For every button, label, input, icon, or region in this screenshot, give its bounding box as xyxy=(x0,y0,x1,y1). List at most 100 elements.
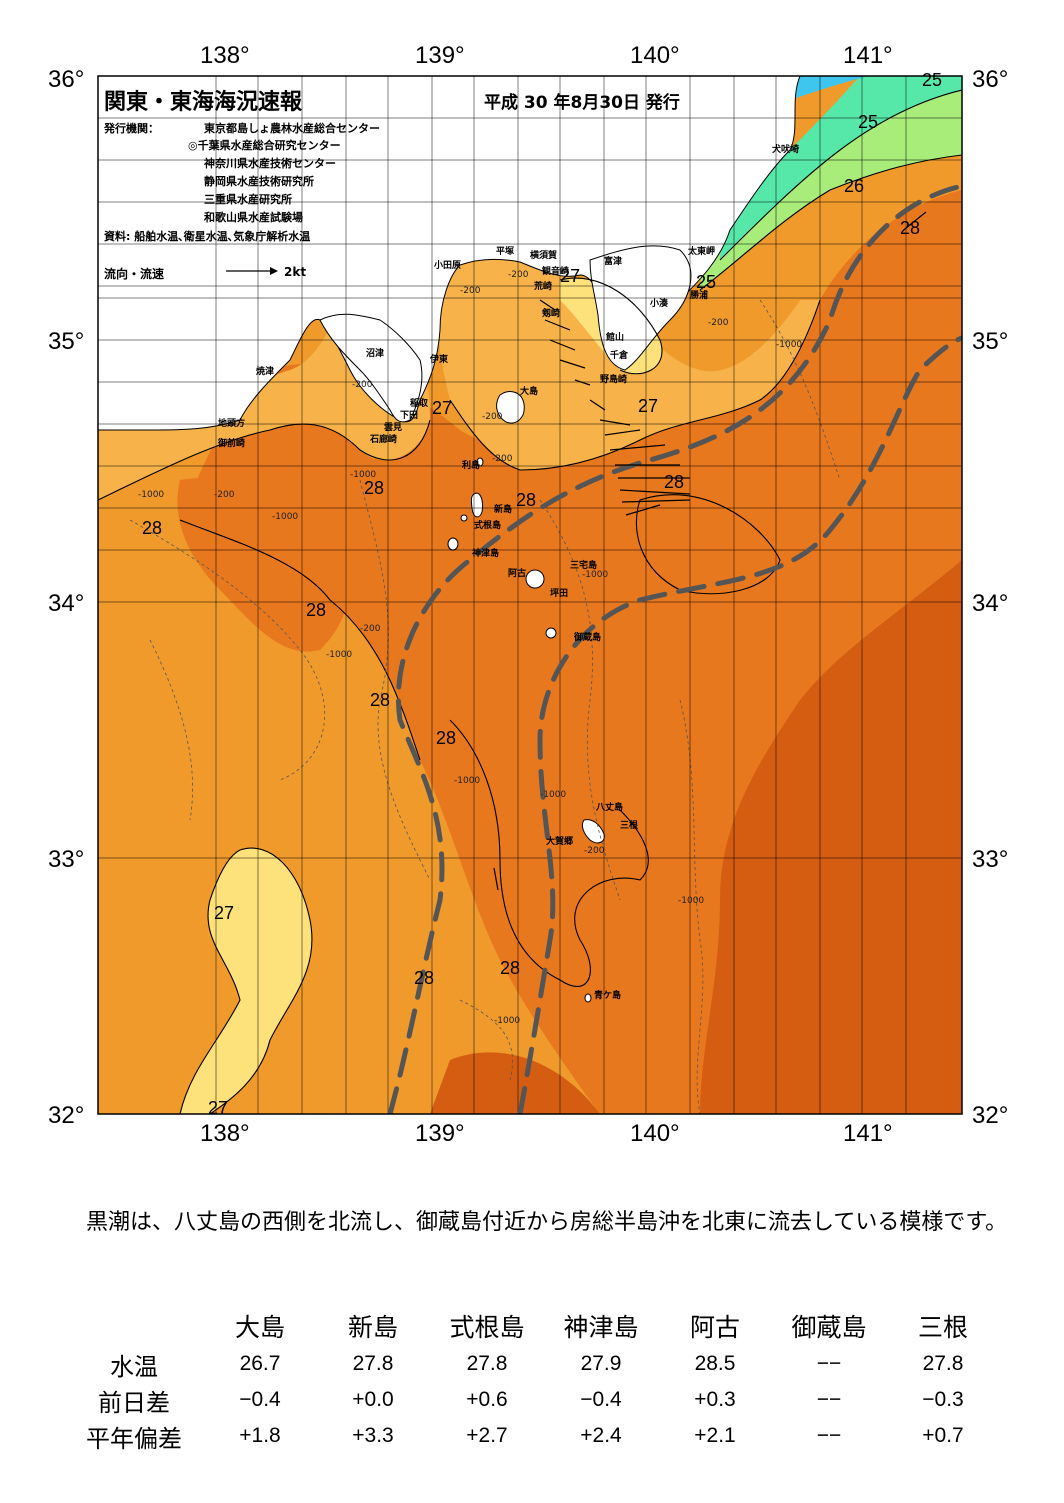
legend-scale: 2kt xyxy=(284,265,307,279)
depth-label: -1000 xyxy=(776,340,803,350)
place-label: 太東岬 xyxy=(688,247,716,257)
place-label: 小湊 xyxy=(650,299,669,309)
depth-label: -1000 xyxy=(350,470,377,480)
place-label: 伊東 xyxy=(430,355,449,365)
place-label: 大賀郷 xyxy=(546,837,574,847)
depth-label: -1000 xyxy=(494,1016,521,1026)
depth-label: -200 xyxy=(508,270,529,280)
bathymetry xyxy=(129,299,841,1114)
table-cell: 27.9 xyxy=(580,1352,622,1375)
place-label: 下田 xyxy=(400,411,419,421)
contour-label: 28 xyxy=(414,968,435,988)
place-label: 石廊崎 xyxy=(370,435,398,445)
temp-zone-25 xyxy=(720,76,962,260)
place-label: 野島崎 xyxy=(600,375,628,385)
legend-arrow-icon xyxy=(226,267,278,275)
column-header: 阿古 xyxy=(689,1313,740,1342)
agency-label: 発行機関： xyxy=(104,122,159,135)
table-cell: −0.3 xyxy=(922,1388,964,1411)
contour-label: 28 xyxy=(500,958,521,978)
place-label: 平塚 xyxy=(496,247,515,257)
contour-label: 27 xyxy=(638,396,659,416)
place-label: 稲取 xyxy=(410,399,429,409)
map-title: 関東・東海海況速報 xyxy=(104,90,303,115)
depth-label: -1000 xyxy=(540,790,567,800)
column-header: 新島 xyxy=(347,1313,398,1342)
column-header: 神津島 xyxy=(563,1313,639,1342)
depth-label: -1000 xyxy=(454,776,481,786)
column-header: 三根 xyxy=(917,1313,968,1342)
lon-label-140-top: 140° xyxy=(630,42,680,69)
place-label: 地頭方 xyxy=(218,419,246,429)
depth-label: -200 xyxy=(352,380,373,390)
contour-label: 28 xyxy=(364,478,385,498)
contour-label: 27 xyxy=(432,398,453,418)
lon-label-138-bottom: 138° xyxy=(200,1120,250,1147)
contour-label: 28 xyxy=(516,490,537,510)
agency-6: 和歌山県水産試験場 xyxy=(204,211,303,224)
lon-label-140-bottom: 140° xyxy=(630,1120,680,1147)
lon-label-139-top: 139° xyxy=(415,42,465,69)
place-label: 三宅島 xyxy=(570,561,598,571)
row-header: 前日差 xyxy=(98,1388,170,1417)
island-oshima xyxy=(496,391,525,424)
table-row: 平年偏差 +1.8 +3.3 +2.7 +2.4 +2.1 −− +0.7 xyxy=(64,1418,1000,1454)
place-label: 勝浦 xyxy=(690,291,709,301)
place-label: 富津 xyxy=(604,257,623,267)
table-cell: −0.4 xyxy=(239,1388,281,1411)
lat-label-32-left: 32° xyxy=(48,1102,85,1129)
place-label: 雲見 xyxy=(384,423,403,433)
lat-label-36-right: 36° xyxy=(972,66,1009,93)
table-row: 水温 26.7 27.8 27.8 27.9 28.5 −− 27.8 xyxy=(64,1346,1000,1382)
depth-label: -200 xyxy=(214,490,235,500)
place-label: 荒崎 xyxy=(534,282,553,292)
table-cell: +2.4 xyxy=(580,1424,622,1447)
contour-label: 26 xyxy=(844,176,865,196)
table-cell: +0.0 xyxy=(352,1388,394,1411)
place-label: 御前崎 xyxy=(218,439,246,449)
place-label: 観音崎 xyxy=(542,267,570,277)
contour-label: 27 xyxy=(214,903,235,923)
table-cell: +3.3 xyxy=(352,1424,394,1447)
depth-label: -200 xyxy=(708,318,729,328)
place-label: 坪田 xyxy=(550,589,569,599)
lon-label-141-top: 141° xyxy=(843,42,893,69)
issue-date: 平成 30 年8月30日 発行 xyxy=(484,93,680,113)
place-label: 犬吠埼 xyxy=(772,145,800,155)
temp-zone-29-south xyxy=(430,1052,600,1114)
depth-label: -200 xyxy=(460,286,481,296)
column-header: 御蔵島 xyxy=(791,1313,867,1342)
table-cell: −− xyxy=(816,1424,842,1447)
lat-label-34-right: 34° xyxy=(972,590,1009,617)
place-label: 横須賀 xyxy=(530,251,558,261)
agency-1: 東京都島しょ農林水産総合センター xyxy=(204,122,380,135)
contour-label: 28 xyxy=(900,218,921,238)
agency-3: 神奈川県水産技術センター xyxy=(204,157,336,170)
lat-label-36-left: 36° xyxy=(48,66,85,93)
contour-label: 28 xyxy=(306,600,327,620)
island-aogashima xyxy=(584,993,592,1003)
contour-label: 27 xyxy=(208,1098,229,1118)
agency-4: 静岡県水産技術研究所 xyxy=(204,175,314,188)
sea-temperature-map xyxy=(97,75,963,1115)
lon-label-139-bottom: 139° xyxy=(415,1120,465,1147)
place-label: 八丈島 xyxy=(596,803,624,813)
land-izu xyxy=(319,313,423,423)
lon-label-141-bottom: 141° xyxy=(843,1120,893,1147)
contour-label: 28 xyxy=(664,472,685,492)
table-cell: +0.3 xyxy=(694,1388,736,1411)
table-cell: 27.8 xyxy=(466,1352,508,1375)
table-cell: +2.7 xyxy=(466,1424,508,1447)
island-kozushima xyxy=(447,537,459,551)
table-cell: −0.4 xyxy=(580,1388,622,1411)
temp-zone-24 xyxy=(788,76,870,100)
kuroshio-axis xyxy=(387,183,962,1114)
place-label: 利島 xyxy=(462,461,481,471)
depth-label: -1000 xyxy=(272,512,299,522)
place-label: 小田原 xyxy=(434,261,462,271)
table-cell: +0.6 xyxy=(466,1388,508,1411)
place-label: 三根 xyxy=(620,821,639,831)
island-temperature-table: 大島 新島 式根島 神津島 阿古 御蔵島 三根 水温 26.7 27.8 27.… xyxy=(64,1306,1000,1454)
contour-label: 25 xyxy=(922,70,943,90)
table-row: 前日差 −0.4 +0.0 +0.6 −0.4 +0.3 −− −0.3 xyxy=(64,1382,1000,1418)
